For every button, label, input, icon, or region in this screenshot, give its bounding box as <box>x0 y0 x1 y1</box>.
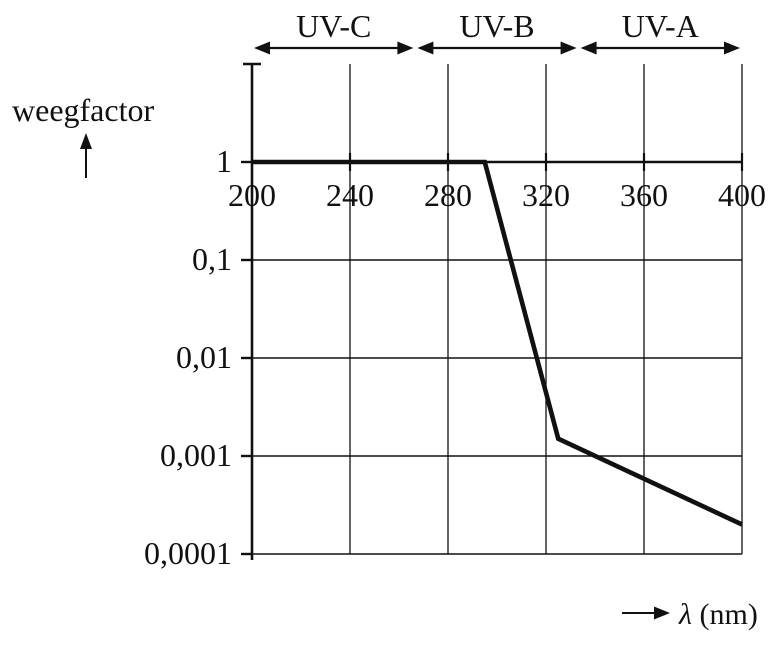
band-arrowhead-right-icon <box>724 41 740 55</box>
up-arrow-icon <box>80 133 92 149</box>
band-label: UV-B <box>459 8 534 44</box>
y-tick-label: 1 <box>216 143 232 179</box>
band-label: UV-A <box>622 8 699 44</box>
x-tick-label: 320 <box>522 177 570 213</box>
x-tick-label: 200 <box>228 177 276 213</box>
y-tick-label: 0,01 <box>176 339 232 375</box>
band-arrowhead-right-icon <box>397 41 414 55</box>
y-tick-label: 0,001 <box>160 437 232 473</box>
weegfactor-curve <box>252 159 743 527</box>
band-arrowhead-left-icon <box>254 41 270 55</box>
x-tick-label: 280 <box>424 177 472 213</box>
x-axis-title: λ (nm) <box>678 598 758 631</box>
x-tick-label: 240 <box>326 177 374 213</box>
x-tick-label: 360 <box>620 177 668 213</box>
y-tick-label: 0,0001 <box>144 535 232 571</box>
band-arrowhead-right-icon <box>560 41 577 55</box>
right-arrow-icon <box>654 606 670 620</box>
band-label: UV-C <box>296 8 371 44</box>
band-arrowhead-left-icon <box>580 41 597 55</box>
x-tick-label: 400 <box>718 177 766 213</box>
y-tick-label: 0,1 <box>192 241 232 277</box>
band-arrowhead-left-icon <box>417 41 434 55</box>
y-axis-title: weegfactor <box>12 92 154 128</box>
